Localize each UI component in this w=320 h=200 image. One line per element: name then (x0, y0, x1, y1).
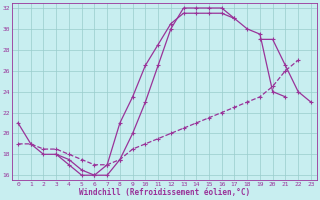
X-axis label: Windchill (Refroidissement éolien,°C): Windchill (Refroidissement éolien,°C) (79, 188, 250, 197)
